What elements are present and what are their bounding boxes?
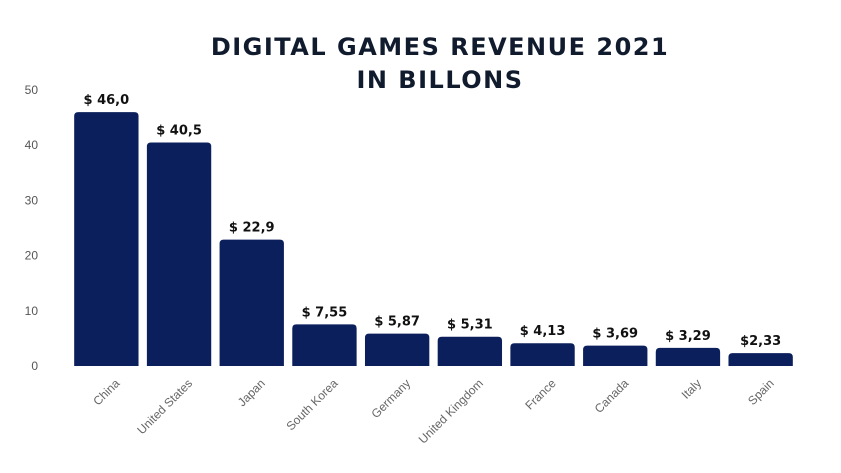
- x-tick-label: France: [522, 376, 559, 413]
- y-tick-label: 0: [31, 359, 38, 373]
- bar-united-kingdom: [437, 336, 503, 366]
- bar-france: [510, 343, 575, 366]
- x-tick-label: United Kingdom: [416, 376, 486, 446]
- y-tick-label: 20: [25, 249, 39, 263]
- bar-spain: [728, 353, 793, 366]
- bar-china: [74, 112, 139, 366]
- chart-title-line-2: IN BILLONS: [356, 66, 523, 94]
- x-tick-label: Italy: [679, 376, 704, 401]
- y-tick-label: 30: [25, 193, 39, 207]
- bar-south-korea: [292, 324, 357, 366]
- data-label: $ 7,55: [302, 305, 348, 320]
- data-label: $ 3,29: [665, 329, 711, 344]
- data-label: $ 3,69: [592, 327, 638, 342]
- data-label: $ 5,87: [374, 315, 420, 330]
- data-label: $ 40,5: [156, 123, 202, 138]
- x-tick-label: Japan: [235, 376, 268, 409]
- y-axis: 0 10 20 30 40 50: [25, 83, 39, 373]
- y-tick-label: 40: [25, 138, 39, 152]
- data-label: $ 22,9: [229, 221, 275, 236]
- x-tick-label: United States: [134, 376, 195, 437]
- x-tick-label: Germany: [368, 376, 413, 421]
- x-tick-label: South Korea: [283, 376, 340, 433]
- chart-title-line-1: DIGITAL GAMES REVENUE 2021: [211, 33, 669, 61]
- bar-japan: [219, 239, 284, 366]
- data-label: $ 46,0: [84, 93, 130, 108]
- x-axis: China United States Japan South Korea German…: [90, 376, 776, 447]
- bar-canada: [583, 345, 648, 366]
- bar-united-states: [146, 142, 212, 366]
- data-label: $ 4,13: [520, 324, 566, 339]
- data-label: $2,33: [740, 334, 781, 349]
- bar-italy: [655, 347, 721, 366]
- bar-germany: [364, 333, 430, 366]
- y-tick-label: 50: [25, 83, 39, 97]
- data-labels-group: $ 46,0 $ 40,5 $ 22,9 $ 7,55 $ 5,87 $ 5,31 $ 4,…: [84, 93, 782, 349]
- x-tick-label: Spain: [745, 376, 777, 408]
- x-tick-label: China: [90, 376, 122, 408]
- x-tick-label: Canada: [592, 376, 632, 416]
- y-tick-label: 10: [25, 304, 39, 318]
- data-label: $ 5,31: [447, 318, 493, 333]
- bars-group: [74, 112, 793, 366]
